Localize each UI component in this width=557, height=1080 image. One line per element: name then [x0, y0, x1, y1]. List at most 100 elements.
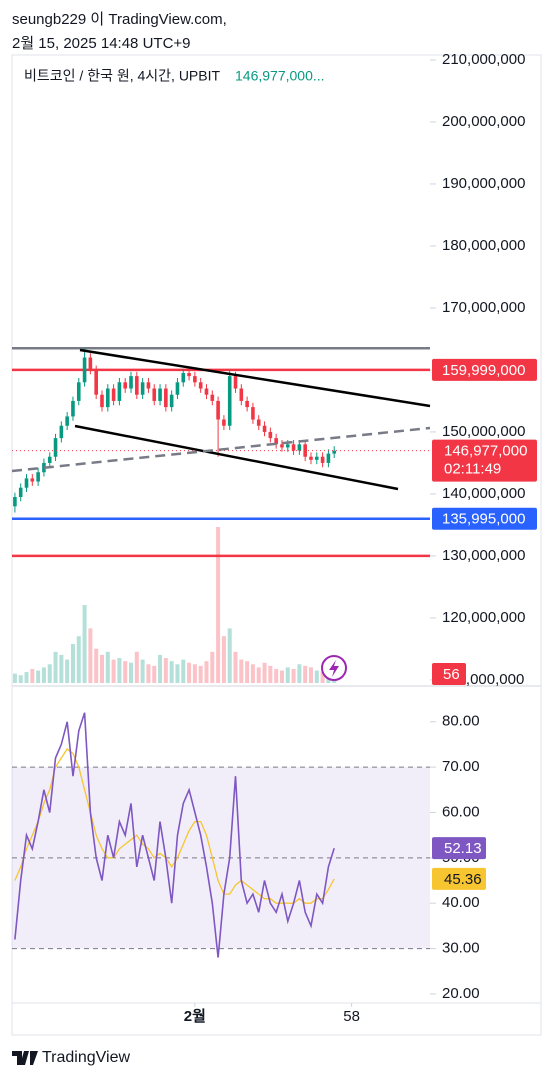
candle-body: [274, 438, 278, 445]
candle-body: [158, 388, 162, 401]
volume-bar: [210, 651, 215, 683]
candle-body: [105, 388, 110, 408]
symbol: 비트코인 / 한국 원, 4시간, UPBIT: [24, 68, 220, 84]
volume-bar: [169, 661, 174, 683]
volume-bar: [123, 661, 128, 683]
volume-bar: [76, 636, 81, 683]
volume-badge-label: 56: [443, 666, 460, 683]
candle-body: [187, 373, 191, 377]
candle-body: [210, 394, 215, 401]
volume-bar: [262, 662, 267, 683]
candle-body: [262, 425, 267, 432]
candle-body: [193, 376, 197, 383]
candle-body: [47, 456, 52, 463]
author-line: seungb229 이 TradingView.com,: [12, 11, 227, 28]
candle-body: [332, 450, 337, 454]
value-badge: [432, 837, 486, 860]
candle-body: [82, 357, 87, 383]
y-tick-label: 30.00: [442, 940, 480, 957]
candle-body: [146, 382, 151, 389]
trend-line-upper: [79, 348, 431, 408]
volume-badge: [432, 663, 466, 685]
candle-body: [59, 425, 64, 439]
date-line: 2월 15, 2025 14:48 UTC+9: [12, 35, 191, 52]
price-badge-label: 159,999,000: [442, 362, 525, 379]
y-tick-label: 20.00: [442, 985, 480, 1002]
candle-body: [222, 419, 226, 426]
trend-line-lower: [74, 424, 399, 491]
volume-bar: [24, 672, 29, 683]
candle-body: [268, 431, 273, 439]
volume-bar: [36, 670, 41, 683]
volume-bar: [175, 664, 180, 683]
volume-bar: [192, 664, 197, 683]
x-tick-label: 58: [343, 1008, 360, 1025]
candle-body: [30, 478, 35, 482]
value-badge: [432, 867, 486, 890]
volume-bar: [308, 667, 313, 683]
volume-bar: [140, 659, 145, 683]
volume-bar: [152, 665, 157, 683]
candle-body: [53, 438, 58, 457]
y-tick-label: 140,000,000: [442, 485, 525, 502]
y-tick-label: 180,000,000: [442, 237, 525, 254]
volume-bar: [94, 648, 99, 683]
price-badge-label: 135,995,000: [442, 511, 525, 528]
volume-bar: [82, 605, 87, 683]
volume-bar: [30, 668, 35, 683]
candle-body: [239, 388, 244, 401]
candle-body: [233, 376, 238, 389]
candle-body: [326, 453, 331, 463]
volume-bar: [181, 659, 186, 683]
candle-body: [129, 376, 133, 389]
candle-body: [181, 373, 186, 383]
volume-bar: [187, 662, 192, 683]
volume-bar: [53, 651, 58, 683]
volume-bar: [256, 667, 261, 683]
countdown: 02:11:49: [444, 461, 501, 478]
y-tick-label: 40.00: [442, 894, 480, 911]
y-tick-label: 70.00: [442, 758, 480, 775]
candle-body: [36, 472, 40, 482]
last-price-text: 146,977,000...: [235, 68, 325, 84]
candle-body: [245, 400, 249, 408]
candle-body: [88, 357, 93, 370]
brand-logo: [12, 1051, 38, 1065]
candle-body: [100, 394, 104, 408]
candle-body: [320, 456, 325, 463]
chart-frame: [11, 54, 542, 1036]
candle-body: [175, 382, 180, 395]
candle-body: [251, 407, 255, 420]
volume-bar: [216, 527, 221, 683]
y-tick-label: 130,000,000: [442, 547, 525, 564]
candle-body: [309, 456, 313, 460]
volume-bar: [227, 628, 232, 683]
candle-body: [303, 444, 307, 457]
price-badge: [432, 358, 537, 381]
candle-body: [291, 444, 296, 451]
y-tick-label: 210,000,000: [442, 51, 525, 68]
volume-bar: [65, 659, 70, 683]
volume-bar: [129, 662, 134, 683]
candle-body: [18, 487, 23, 498]
x-tick-label: 2월: [184, 1008, 206, 1025]
volume-bar: [59, 654, 64, 683]
alert-bolt: [329, 660, 339, 677]
candle-body: [111, 388, 116, 401]
volume-bar: [70, 644, 75, 683]
candle-body: [123, 382, 128, 389]
volume-bar: [198, 665, 203, 683]
volume-bar: [134, 651, 139, 683]
volume-bar: [163, 658, 168, 683]
y-tick-label: 170,000,000: [442, 299, 525, 316]
last-price-badge: [432, 439, 537, 482]
candle-body: [204, 388, 209, 395]
candle-body: [164, 388, 168, 408]
price-badge: [432, 507, 537, 530]
candle-body: [24, 478, 29, 488]
candle-body: [314, 456, 319, 460]
volume-bar: [47, 664, 52, 683]
volume-bar: [279, 670, 284, 683]
volume-bar: [117, 658, 122, 683]
